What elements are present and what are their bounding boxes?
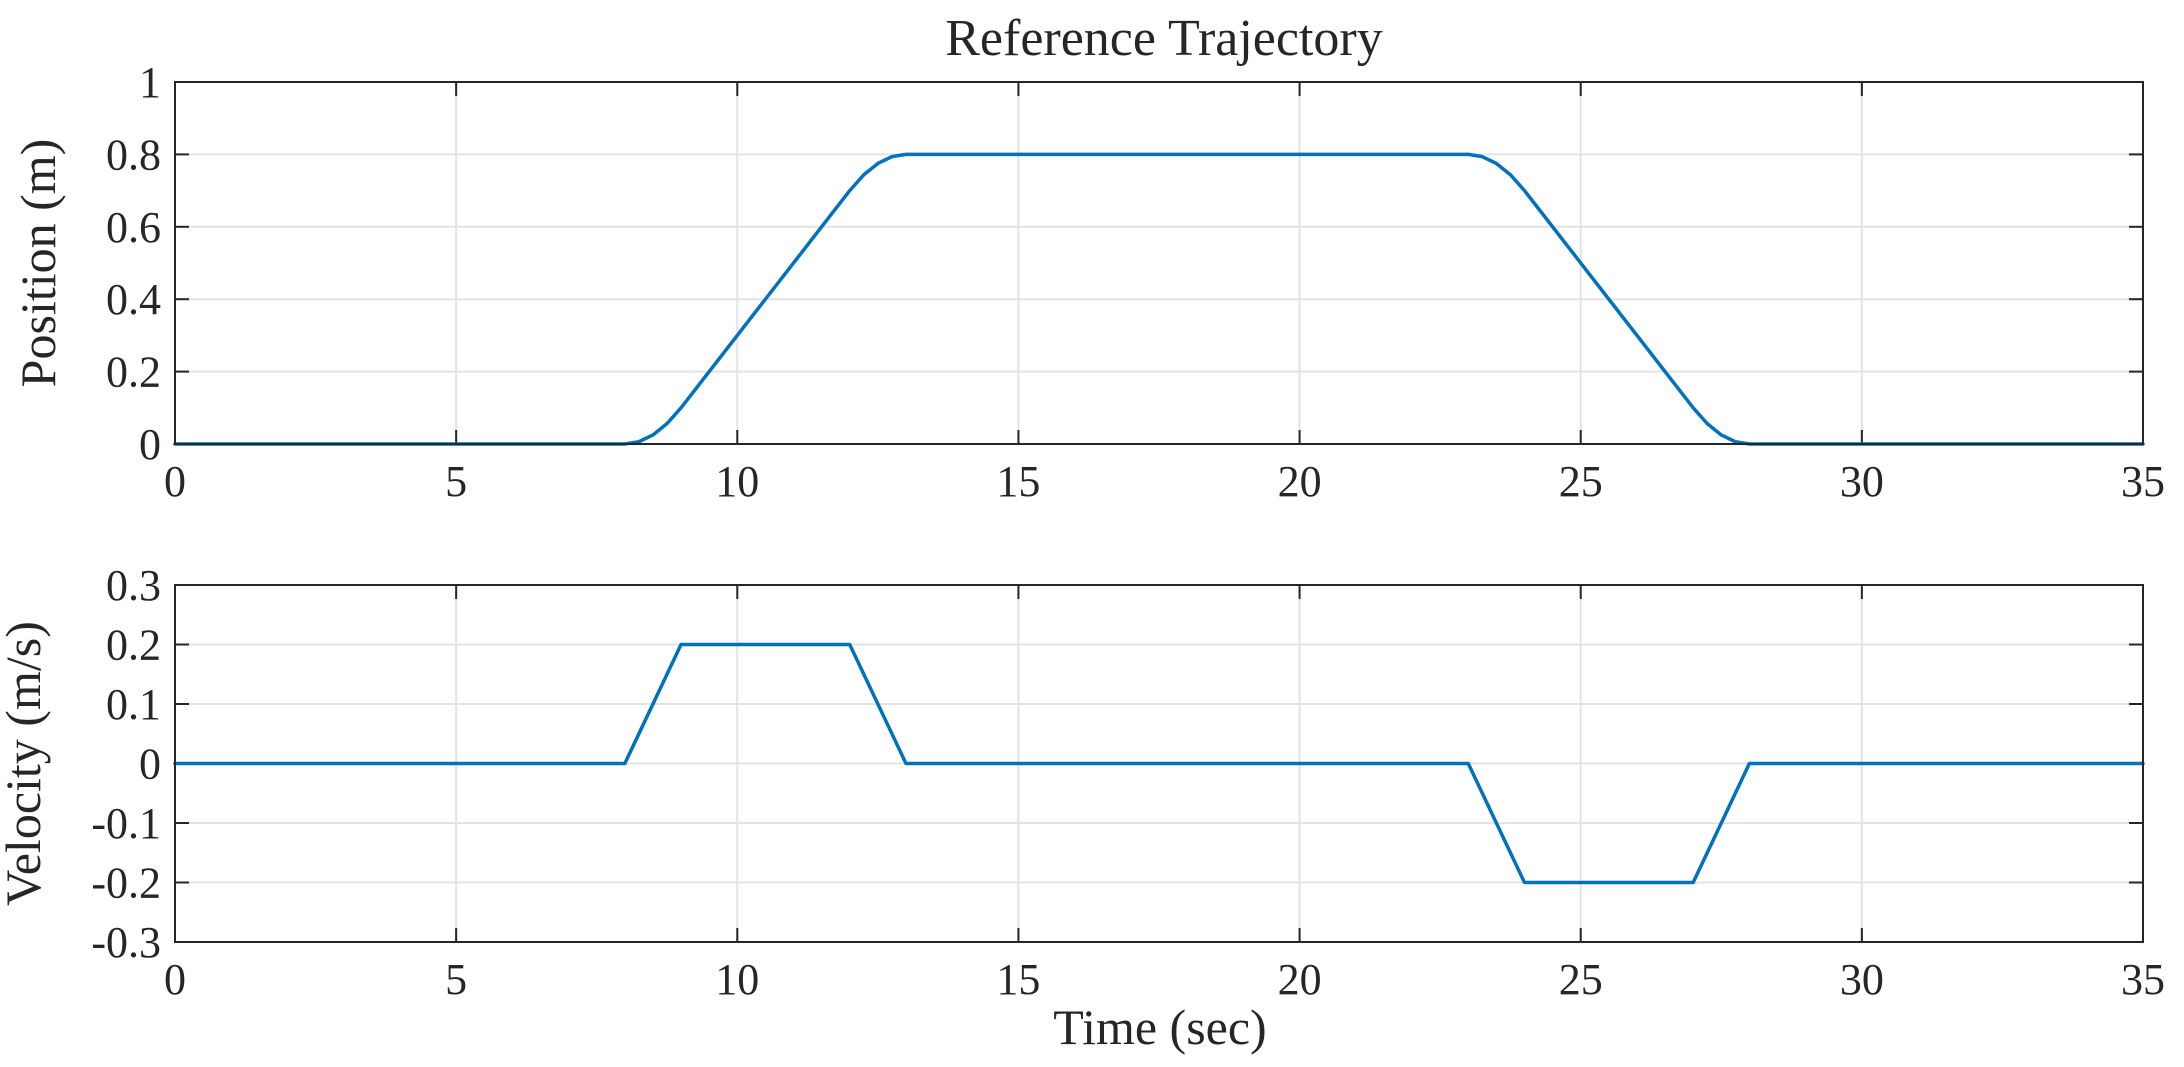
position-y-tick-label: 0.2 [106,348,161,397]
position-x-tick-label: 5 [445,457,467,506]
velocity-y-tick-label: -0.2 [91,859,161,908]
x-axis-title: Time (sec) [1053,999,1266,1055]
velocity-subplot: 0 5 10 15 20 25 30 35 -0.3 -0.2 -0.1 0 0.1 0.2 0.3 Velo… [0,561,2165,1004]
position-y-axis-title: Position (m) [10,139,66,388]
position-x-tick-label: 0 [164,457,186,506]
velocity-x-tick-label: 15 [996,955,1040,1004]
velocity-y-tick-label: 0.1 [106,680,161,729]
velocity-y-tick-label: -0.3 [91,918,161,967]
velocity-y-tick-label: -0.1 [91,799,161,848]
position-x-tick-label: 25 [1559,457,1603,506]
position-x-tick-label: 10 [715,457,759,506]
velocity-x-tick-label: 5 [445,955,467,1004]
velocity-y-tick-label: 0.3 [106,561,161,610]
velocity-series-line [173,642,2145,885]
position-x-tick-label: 30 [1840,457,1884,506]
velocity-x-tick-label: 0 [164,955,186,1004]
position-y-tick-label: 0.8 [106,130,161,179]
velocity-x-tick-label: 20 [1278,955,1322,1004]
velocity-y-tick-label: 0.2 [106,621,161,670]
position-x-tick-label: 20 [1278,457,1322,506]
velocity-axis-frame [174,584,2144,943]
position-subplot: 0 5 10 15 20 25 30 35 0 0.2 0.4 0.6 0.8 1 Position (m) [10,58,2165,506]
position-axis-frame [174,81,2144,445]
velocity-y-axis-title: Velocity (m/s) [0,621,51,906]
velocity-x-tick-label: 30 [1840,955,1884,1004]
position-y-tick-label: 1 [139,58,161,107]
velocity-x-tick-label: 25 [1559,955,1603,1004]
position-y-tick-label: 0.4 [106,275,161,324]
position-y-tick-label: 0.6 [106,203,161,252]
velocity-x-tick-label: 35 [2121,955,2165,1004]
position-plot-area [175,82,2143,444]
velocity-x-tick-label: 10 [715,955,759,1004]
position-series-line [173,152,2145,446]
position-x-tick-label: 35 [2121,457,2165,506]
figure-title: Reference Trajectory [945,10,1382,67]
position-x-tick-label: 15 [996,457,1040,506]
position-y-tick-label: 0 [139,420,161,469]
velocity-y-tick-label: 0 [139,740,161,789]
